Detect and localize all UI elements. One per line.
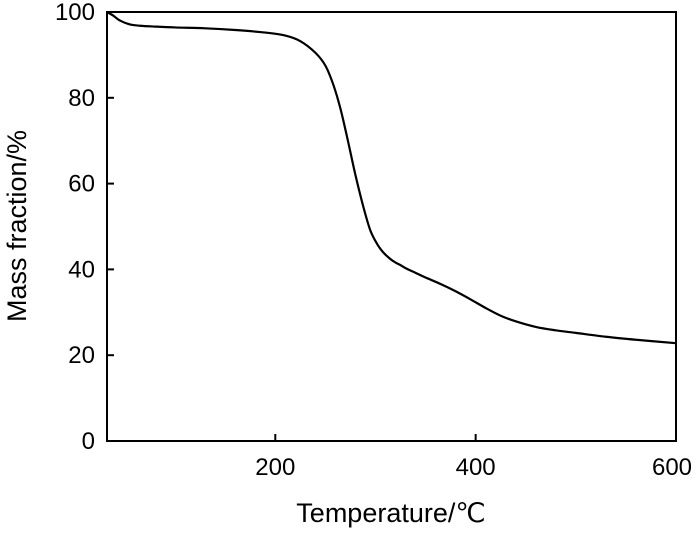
plot-frame: [106, 11, 677, 442]
y-axis-ticks: 0 20 40 60 80 100: [55, 0, 114, 455]
x-axis-label: Temperature/℃: [296, 498, 485, 528]
y-tick-label: 20: [68, 342, 95, 369]
y-axis-label: Mass fraction/%: [2, 130, 32, 322]
y-tick-label: 40: [68, 256, 95, 283]
y-tick-label: 60: [68, 171, 95, 198]
y-tick-label: 80: [68, 85, 95, 112]
x-axis-ticks: 200 400 600: [255, 434, 692, 481]
mass-fraction-line: [106, 11, 677, 345]
x-tick-label: 600: [652, 454, 692, 481]
y-tick-label: 100: [55, 0, 95, 26]
x-tick-label: 200: [255, 454, 295, 481]
x-tick-label: 400: [456, 454, 496, 481]
y-tick-label: 0: [82, 428, 95, 455]
